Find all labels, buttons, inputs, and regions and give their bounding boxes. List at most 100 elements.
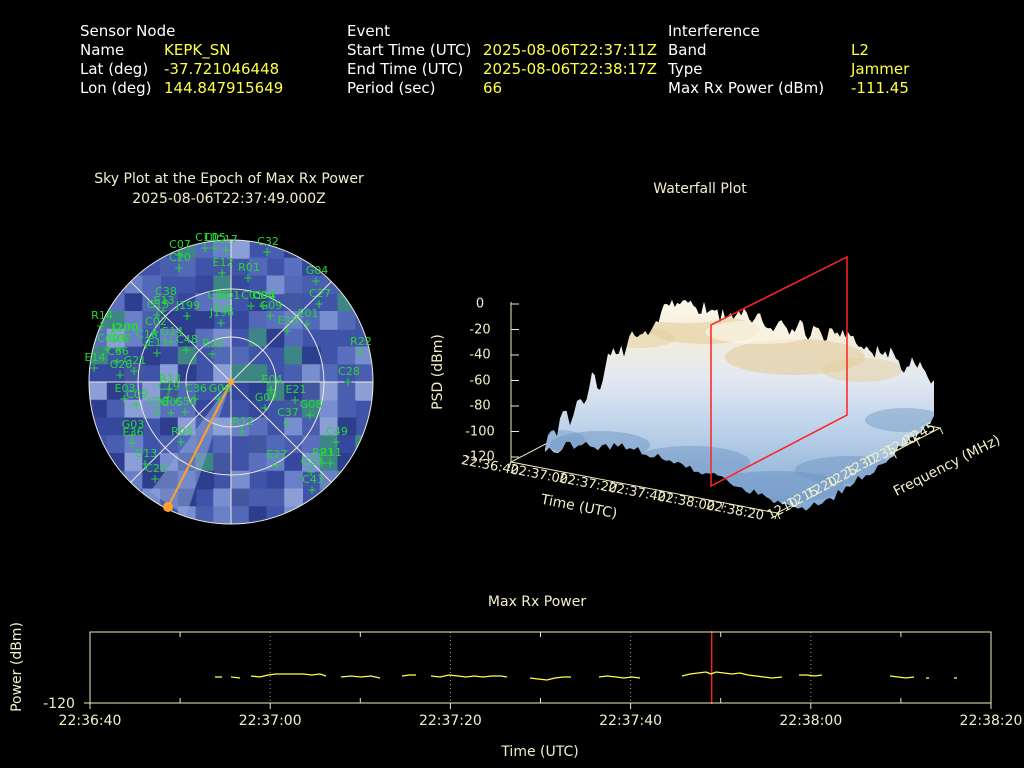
- satellite-label: C04: [252, 289, 276, 302]
- satellite-label: G20: [110, 358, 133, 371]
- satellite-marker: +: [131, 398, 141, 412]
- satellite-marker: +: [311, 274, 321, 288]
- type-label: Type: [668, 60, 703, 78]
- satellite-marker: +: [212, 299, 222, 313]
- period-label: Period (sec): [347, 79, 436, 97]
- satellite-marker: +: [163, 390, 173, 404]
- satellite-label: C38: [155, 285, 177, 298]
- satellite-label: E11: [148, 336, 169, 349]
- satellite-marker: +: [115, 368, 125, 382]
- satellite-label: G07: [255, 391, 278, 404]
- satellite-label: E36: [123, 426, 144, 439]
- satellite-marker: +: [200, 241, 210, 255]
- waterfall-title: Waterfall Plot: [653, 181, 747, 197]
- satellite-marker: +: [290, 393, 300, 407]
- satellite-label: C37: [277, 406, 299, 419]
- band-label: Band: [668, 41, 707, 59]
- satellite-marker: +: [190, 392, 200, 406]
- satellite-label: C22: [145, 462, 167, 475]
- power-plot-title: Max Rx Power: [487, 594, 587, 610]
- waterfall-psd-tick: -120: [465, 449, 495, 465]
- satellite-label: E04: [262, 373, 283, 386]
- satellite-label: G04: [306, 264, 329, 277]
- type-value: Jammer: [851, 60, 910, 78]
- satellite-marker: +: [127, 428, 137, 442]
- satellite-label: G08: [300, 398, 323, 411]
- satellite-label: R14: [91, 309, 113, 322]
- satellite-label: E12: [213, 256, 234, 269]
- end-time-label: End Time (UTC): [347, 60, 464, 78]
- satellite-marker: +: [325, 456, 335, 470]
- satellite-marker: +: [282, 416, 292, 430]
- interference-title: Interference: [668, 22, 760, 40]
- start-time-label: Start Time (UTC): [347, 41, 472, 59]
- satellite-marker: +: [127, 436, 137, 450]
- satellite-label: C43: [302, 473, 324, 486]
- satellite-marker: +: [150, 472, 160, 486]
- satellite-marker: +: [114, 342, 124, 356]
- satellite-marker: +: [160, 295, 170, 309]
- sensor-node-panel: Sensor Node Name KEPK_SN Lat (deg) -37.721…: [80, 22, 283, 98]
- satellite-marker: +: [214, 392, 224, 406]
- satellite-marker: +: [164, 382, 174, 396]
- satellite-marker: +: [141, 338, 151, 352]
- power-x-tick-label: 22:37:20: [418, 713, 482, 729]
- sky-plot-title: Sky Plot at the Epoch of Max Rx Power: [94, 171, 364, 187]
- satellite-marker: +: [302, 317, 312, 331]
- satellite-marker: +: [314, 297, 324, 311]
- satellite-marker: +: [237, 425, 247, 439]
- power-x-tick-label: 22:36:40: [58, 713, 122, 729]
- max-rx-power-plot: [84, 631, 992, 709]
- waterfall-psd-tick: -80: [469, 398, 491, 414]
- satellite-marker: +: [306, 465, 316, 479]
- satellite-marker: +: [307, 483, 317, 497]
- satellite-label: R12: [232, 415, 254, 428]
- lon-label: Lon (deg): [80, 79, 152, 97]
- waterfall-plot: [508, 255, 944, 520]
- satellite-label: C02: [145, 315, 167, 328]
- satellite-marker: +: [166, 335, 176, 349]
- satellite-label: G21: [124, 354, 147, 367]
- satellite-label: C19: [158, 380, 180, 393]
- interference-panel: Interference Band L2 Type Jammer Max Rx Po…: [668, 22, 909, 98]
- satellite-marker: +: [271, 458, 281, 472]
- jammer-location-dot: [163, 502, 173, 512]
- name-value: KEPK_SN: [164, 41, 231, 59]
- satellite-marker: +: [152, 308, 162, 322]
- satellite-label: E21: [286, 383, 307, 396]
- satellite-label: C48: [176, 333, 198, 346]
- sky-center-marker: [228, 379, 234, 385]
- satellite-label: C32: [257, 235, 279, 248]
- satellite-label: C49: [326, 425, 348, 438]
- satellite-label: C36: [185, 382, 207, 395]
- satellite-label: G02: [109, 332, 132, 345]
- satellite-marker: +: [265, 309, 275, 323]
- power-x-tick-label: 22:37:00: [238, 713, 302, 729]
- satellite-label: J200: [110, 321, 138, 334]
- satellite-marker: +: [166, 406, 176, 420]
- power-ticks: [84, 632, 992, 709]
- satellite-label: R03: [171, 425, 193, 438]
- satellite-marker: +: [331, 435, 341, 449]
- satellite-label: G09: [260, 299, 283, 312]
- satellite-label: R01: [238, 261, 260, 274]
- satellite-label: G01: [218, 289, 241, 302]
- satellite-label: R21: [312, 446, 334, 459]
- satellite-marker: +: [282, 324, 292, 338]
- satellite-label: G05: [161, 396, 184, 409]
- waterfall-psd-tick: -100: [465, 424, 495, 439]
- satellite-marker: +: [217, 266, 227, 280]
- sky-plot-subtitle: 2025-08-06T22:37:49.000Z: [132, 191, 326, 207]
- satellite-marker: +: [355, 345, 365, 359]
- band-value: L2: [851, 41, 869, 59]
- satellite-label: C66: [107, 345, 129, 358]
- max-rx-power-value: -111.45: [851, 79, 909, 97]
- satellite-marker: +: [119, 392, 129, 406]
- power-plot-box: [89, 631, 992, 704]
- satellite-label: E13: [154, 294, 175, 307]
- satellite-marker: +: [223, 299, 233, 313]
- end-time-value: 2025-08-06T22:38:17Z: [483, 60, 657, 78]
- satellite-label: E15: [278, 314, 299, 327]
- epoch-slice-plane: [710, 255, 848, 488]
